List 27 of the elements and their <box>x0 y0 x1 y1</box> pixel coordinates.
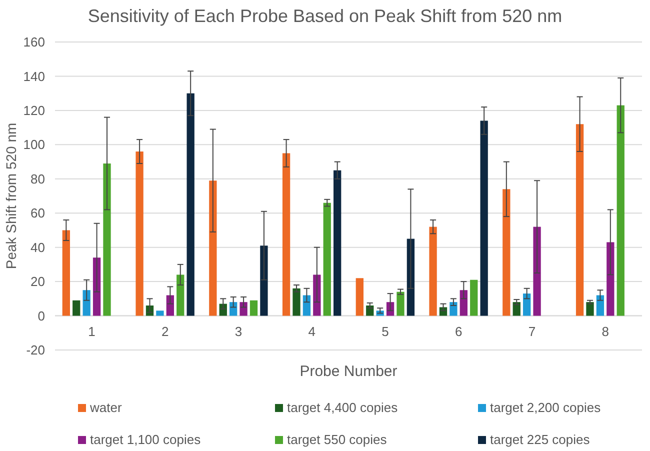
y-tick-label: 140 <box>23 68 45 84</box>
y-tick-label: 40 <box>30 240 45 255</box>
x-tick-label: 5 <box>382 324 389 339</box>
legend-label: target 2,200 copies <box>490 400 602 415</box>
x-tick-label: 7 <box>528 324 536 339</box>
y-tick-label: 20 <box>30 274 45 290</box>
x-tick-label: 3 <box>234 324 242 339</box>
legend-label: target 1,100 copies <box>90 432 202 447</box>
x-tick-label: 1 <box>88 324 96 339</box>
y-tick-label: 160 <box>23 34 45 50</box>
y-tick-label: 100 <box>23 137 45 152</box>
x-tick-label: 4 <box>308 324 316 339</box>
legend-label: target 225 copies <box>490 432 590 447</box>
y-tick-label: 0 <box>38 308 45 324</box>
legend-label: water <box>89 400 122 415</box>
legend-label: target 4,400 copies <box>287 400 398 415</box>
x-tick-label: 2 <box>161 324 169 339</box>
x-tick-label: 6 <box>454 324 462 339</box>
y-tick-label: 60 <box>30 206 45 221</box>
x-tick-label: 8 <box>602 324 609 339</box>
y-tick-label: 120 <box>23 102 45 118</box>
x-axis-title: Probe Number <box>300 363 398 380</box>
y-axis-title: Peak Shift from 520 nm <box>3 122 19 270</box>
legend-label: target 550 copies <box>287 432 388 447</box>
chart-title: Sensitivity of Each Probe Based on Peak Shift from 520 nm <box>88 6 562 26</box>
y-tick-label: 80 <box>30 171 45 186</box>
y-tick-label: -20 <box>26 342 45 358</box>
